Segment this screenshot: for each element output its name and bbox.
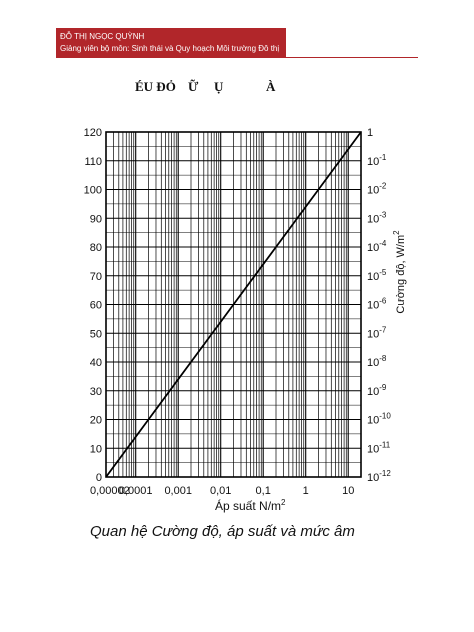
- y-tick-label: 60: [90, 300, 102, 312]
- y-tick-label: 100: [84, 185, 102, 197]
- y-tick-label: 80: [90, 242, 102, 254]
- x-tick-label: 10: [342, 485, 354, 497]
- figure-caption: Quan hệ Cường độ, áp suất và mức âm: [90, 523, 355, 540]
- left-axis-ticks: 0 10 20 30 40 50 60 70 80 90 100 110 120: [84, 127, 102, 484]
- y2-tick-label: 10-9: [367, 383, 387, 398]
- right-axis-ticks: 1 10-1 10-2 10-3 10-4 10-5 10-6 10-7 10-8 10-9 10-…: [367, 127, 391, 484]
- series-line: [105, 131, 362, 478]
- header-role: Giảng viên bộ môn: Sinh thái và Quy hoạc…: [60, 44, 280, 53]
- y2-tick-label: 10-12: [367, 469, 391, 484]
- y-tick-label: 120: [84, 127, 102, 139]
- y-tick-label: 110: [84, 156, 102, 168]
- y2-tick-label: 10-5: [367, 268, 387, 283]
- y2-tick-label: 10-6: [367, 297, 387, 312]
- header-author: ĐỖ THỊ NGỌC QUỲNH: [60, 32, 145, 41]
- x-tick-label: 0,001: [164, 485, 192, 497]
- y-tick-label: 50: [90, 328, 102, 340]
- y2-tick-label: 1: [367, 127, 373, 139]
- page-title-part-1: ÉU ĐỎ: [135, 79, 176, 94]
- x-tick-label: 0,0001: [119, 485, 153, 497]
- chart-grid: [105, 131, 362, 478]
- page-title: ÉU ĐỎ Ữ Ụ À: [0, 79, 474, 159]
- x-axis-label: Áp suất N/m2: [215, 498, 286, 513]
- header-band: ĐỖ THỊ NGỌC QUỲNH Giảng viên bộ môn: Sin…: [56, 28, 286, 58]
- series-layer: [105, 131, 362, 478]
- y2-tick-label: 10-4: [367, 239, 387, 254]
- y-tick-label: 70: [90, 271, 102, 283]
- y-tick-label: 30: [90, 386, 102, 398]
- y2-tick-label: 10-1: [367, 153, 387, 168]
- y2-tick-label: 10-10: [367, 412, 391, 427]
- y2-tick-label: 10-8: [367, 354, 387, 369]
- y-tick-label: 0: [96, 472, 102, 484]
- y2-axis-label: Cường độ, W/m2: [392, 230, 407, 314]
- y2-tick-label: 10-11: [367, 440, 391, 455]
- y2-tick-label: 10-7: [367, 325, 387, 340]
- y-tick-label: 90: [90, 213, 102, 225]
- y-tick-label: 10: [90, 443, 102, 455]
- y-tick-label: 20: [90, 415, 102, 427]
- y2-tick-label: 10-2: [367, 182, 387, 197]
- x-tick-label: 1: [303, 485, 309, 497]
- x-tick-label: 0,1: [256, 485, 271, 497]
- page-title-part-4: À: [266, 79, 276, 94]
- x-tick-label: 0,01: [210, 485, 231, 497]
- page-title-part-2: Ữ: [188, 79, 199, 94]
- plot-frame: [105, 131, 362, 478]
- x-tick-label: 0,00002: [90, 485, 130, 497]
- y-tick-label: 40: [90, 357, 102, 369]
- y2-tick-label: 10-3: [367, 210, 387, 225]
- header-rule: [286, 57, 418, 58]
- page-title-part-3: Ụ: [214, 79, 224, 94]
